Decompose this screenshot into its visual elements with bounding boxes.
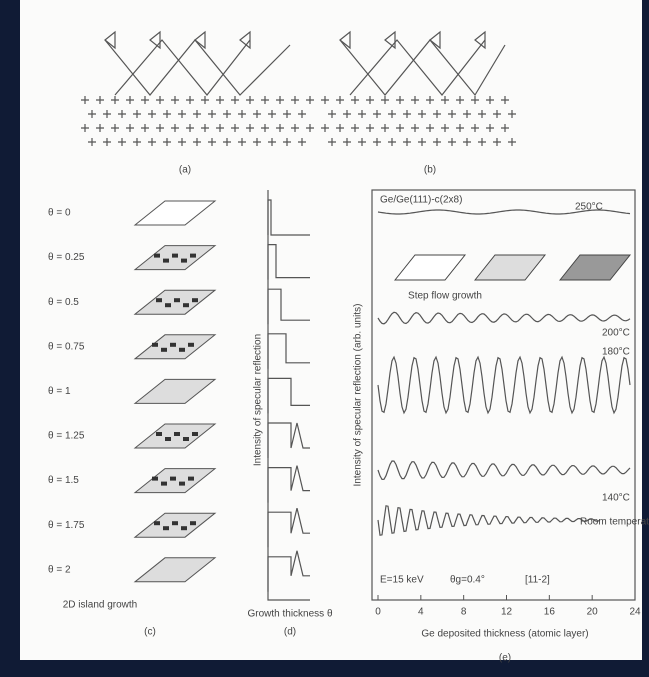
axis-label: Growth thickness θ (247, 609, 332, 620)
panel-label: (d) (284, 627, 296, 638)
axis-label: Ge deposited thickness (atomic layer) (421, 629, 588, 640)
x-tick-label: 8 (461, 607, 467, 618)
island (170, 343, 176, 347)
island (181, 526, 187, 530)
island (190, 521, 196, 525)
x-tick-label: 20 (587, 607, 599, 618)
axis-label: Intensity of specular reflection (arb. u… (353, 304, 364, 487)
x-tick-label: 16 (544, 607, 556, 618)
axis-label: Intensity of specular reflection (253, 334, 264, 466)
island (172, 521, 178, 525)
island (152, 477, 158, 481)
x-tick-label: 0 (375, 607, 381, 618)
coverage-label: θ = 1.75 (48, 520, 85, 531)
coverage-label: θ = 1 (48, 386, 71, 397)
island (165, 437, 171, 441)
annotation: 200°C (602, 328, 630, 339)
panel-label: (a) (179, 165, 191, 176)
x-tick-label: 12 (501, 607, 513, 618)
island (161, 348, 167, 352)
figure-background (20, 0, 642, 660)
island (172, 254, 178, 258)
island (152, 343, 158, 347)
island (154, 254, 160, 258)
panel-label: (e) (499, 653, 511, 664)
panel-label: (b) (424, 165, 436, 176)
annotation: E=15 keV (380, 575, 424, 586)
coverage-label: θ = 0.25 (48, 252, 85, 263)
annotation: Step flow growth (408, 291, 482, 302)
island (174, 432, 180, 436)
coverage-label: θ = 0.5 (48, 297, 79, 308)
coverage-label: θ = 1.25 (48, 431, 85, 442)
panel-label: (c) (144, 627, 156, 638)
island (163, 526, 169, 530)
island (179, 482, 185, 486)
island (181, 259, 187, 263)
island (156, 298, 162, 302)
caption: 2D island growth (63, 600, 137, 611)
coverage-label: θ = 2 (48, 564, 71, 575)
island (188, 343, 194, 347)
island (192, 298, 198, 302)
island (183, 437, 189, 441)
island (183, 303, 189, 307)
figure: (a) (b) (c) 2D island growth (d) Intensi… (0, 0, 649, 677)
island (179, 348, 185, 352)
x-tick-label: 4 (418, 607, 424, 618)
island (165, 303, 171, 307)
island (156, 432, 162, 436)
annotation: Ge/Ge(111)-c(2x8) (380, 195, 462, 206)
annotation: θg=0.4° (450, 575, 485, 586)
island (190, 254, 196, 258)
island (161, 482, 167, 486)
x-tick-label: 24 (629, 607, 641, 618)
coverage-label: θ = 0 (48, 208, 71, 219)
island (154, 521, 160, 525)
island (174, 298, 180, 302)
island (188, 477, 194, 481)
annotation: 180°C (602, 347, 630, 358)
annotation: 250°C (575, 202, 603, 213)
island (170, 477, 176, 481)
annotation: Room temperature (580, 517, 649, 528)
coverage-label: θ = 1.5 (48, 475, 79, 486)
island (163, 259, 169, 263)
island (192, 432, 198, 436)
annotation: [11-2] (525, 575, 550, 586)
annotation: 140°C (602, 493, 630, 504)
page: (a) (b) (c) 2D island growth (d) Intensi… (0, 0, 649, 677)
coverage-label: θ = 0.75 (48, 341, 85, 352)
